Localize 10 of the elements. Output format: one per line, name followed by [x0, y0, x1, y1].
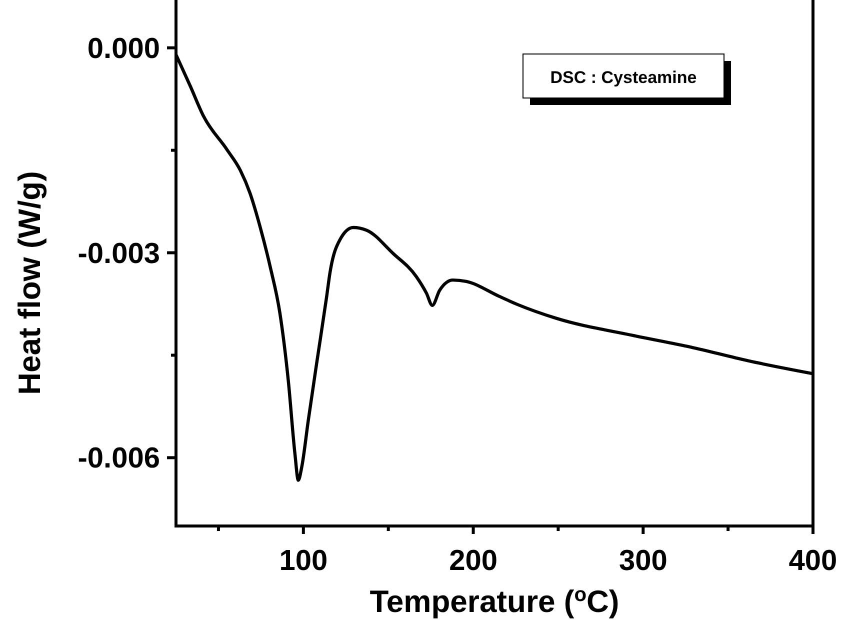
x-tick-label: 200: [449, 545, 498, 577]
x-tick-label: 400: [788, 545, 838, 577]
y-tick-label: -0.003: [78, 238, 160, 270]
x-tick-label: 100: [279, 545, 328, 577]
y-tick-label: -0.006: [78, 442, 160, 475]
y-axis-title: Heat flow (W/g): [12, 171, 47, 395]
x-axis-title: Temperature ($^{o}$C): [370, 584, 620, 619]
x-tick-label: 300: [618, 545, 668, 577]
annotation: DSC : Cysteamine: [550, 68, 697, 87]
y-tick-label: 0.000: [87, 32, 160, 65]
